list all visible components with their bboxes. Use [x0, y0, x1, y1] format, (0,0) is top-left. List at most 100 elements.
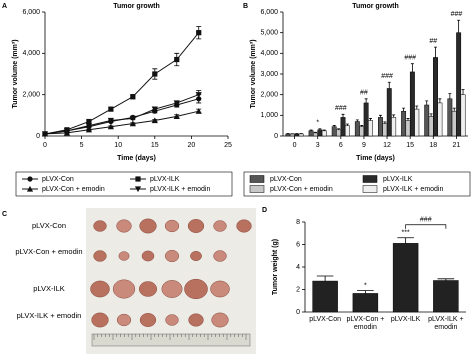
tumor: [93, 250, 107, 262]
significance: ###: [451, 11, 463, 18]
x-tick-label: 25: [224, 142, 232, 149]
panel-label: C: [2, 211, 7, 218]
point: [195, 108, 202, 114]
error-bar: [345, 123, 349, 126]
bar: [363, 102, 369, 137]
tumor: [112, 279, 136, 299]
significance: ###: [381, 73, 393, 80]
comparison-label: ###: [420, 217, 432, 224]
point: [151, 117, 158, 124]
bar: [312, 280, 338, 313]
y-axis-label: Tumor volume (mm³): [250, 39, 257, 108]
x-tick-label: 3: [316, 142, 320, 149]
bar: [414, 108, 420, 137]
x-tick-label: 0: [43, 142, 47, 149]
row-label: pLVX-Con: [31, 221, 67, 230]
y-tick-label: 2: [296, 286, 300, 293]
error-bar: [415, 105, 419, 110]
point: [86, 118, 92, 125]
bar: [433, 57, 438, 137]
tumor: [213, 220, 227, 232]
error-bar: [461, 89, 465, 95]
point: [85, 123, 93, 129]
legend-swatch: [362, 175, 378, 183]
bar: [331, 126, 337, 137]
error-bar: [314, 131, 317, 133]
error-bar: [383, 121, 387, 124]
x-tick-label: 20: [188, 142, 196, 149]
y-axis-label: Tumor weight (g): [272, 239, 279, 295]
error-bar: [457, 19, 461, 33]
significance: ***: [402, 230, 410, 237]
tumor: [116, 219, 132, 233]
legend-swatch: [362, 185, 378, 193]
x-tick-label: pLVX-Con + emodin: [346, 316, 385, 331]
x-tick-label: 18: [429, 142, 437, 149]
series-line: [44, 110, 199, 135]
error-bar: [364, 98, 368, 103]
tumor: [184, 278, 208, 300]
panel-label: B: [243, 3, 248, 10]
tumor: [141, 250, 155, 262]
tumor: [210, 280, 230, 298]
point: [196, 30, 202, 36]
row-label: pLVX-Con + emodin: [15, 247, 83, 256]
bar: [336, 129, 342, 137]
y-tick-label: 6,000: [260, 9, 278, 16]
y-tick-label: 4: [296, 264, 300, 271]
error-bar: [438, 98, 442, 103]
y-tick-label: 1,000: [260, 112, 278, 119]
error-bar: [341, 113, 345, 118]
point: [195, 92, 202, 98]
legend-label: pLVX-ILK + emodin: [383, 186, 443, 193]
tumor: [236, 219, 252, 233]
tumor: [139, 313, 157, 327]
series-line: [44, 94, 199, 135]
x-tick-label: 15: [151, 142, 159, 149]
x-tick-label: pLVX-ILK: [390, 316, 421, 323]
ruler: [91, 333, 251, 347]
bar: [378, 117, 383, 137]
y-tick-label: 0: [274, 133, 278, 140]
y-tick-label: 4,000: [22, 50, 40, 57]
tumor: [118, 251, 130, 261]
bar: [460, 94, 466, 137]
y-tick-label: 2,000: [260, 92, 278, 99]
error-bar: [452, 107, 456, 112]
y-tick-label: 6: [296, 241, 300, 248]
y-tick-label: 8: [296, 219, 300, 226]
panel-label: A: [2, 3, 7, 10]
significance: *: [316, 120, 319, 127]
error-bar: [434, 46, 437, 58]
tumor: [188, 313, 204, 327]
error-bar: [392, 114, 396, 118]
error-bar: [322, 129, 326, 131]
error-bar: [406, 118, 410, 121]
legend-label: pLVX-Con + emodin: [42, 186, 105, 193]
point: [129, 120, 136, 127]
legend-label: pLVX-Con: [42, 176, 74, 183]
legend-label: pLVX-ILK: [150, 176, 180, 183]
tumor: [164, 249, 180, 263]
point: [173, 113, 180, 119]
legend-label: pLVX-ILK + emodin: [150, 186, 210, 193]
bar: [451, 110, 457, 137]
bar: [405, 120, 411, 137]
bar: [447, 98, 453, 137]
x-tick-label: 10: [114, 142, 122, 149]
bar: [308, 130, 314, 137]
bar: [391, 117, 397, 137]
bar: [313, 132, 318, 137]
chart-title: Tumor growth: [352, 3, 399, 10]
error-bar: [332, 125, 336, 127]
error-bar: [425, 100, 429, 105]
x-axis-label: Time (days): [356, 155, 395, 162]
y-tick-label: 6,000: [22, 9, 40, 16]
bar: [289, 133, 295, 137]
error-bar: [316, 275, 334, 282]
bar: [285, 133, 291, 137]
error-bar: [318, 128, 322, 130]
x-tick-label: pLVX-ILK + emodin: [428, 316, 464, 331]
error-bar: [387, 81, 391, 89]
